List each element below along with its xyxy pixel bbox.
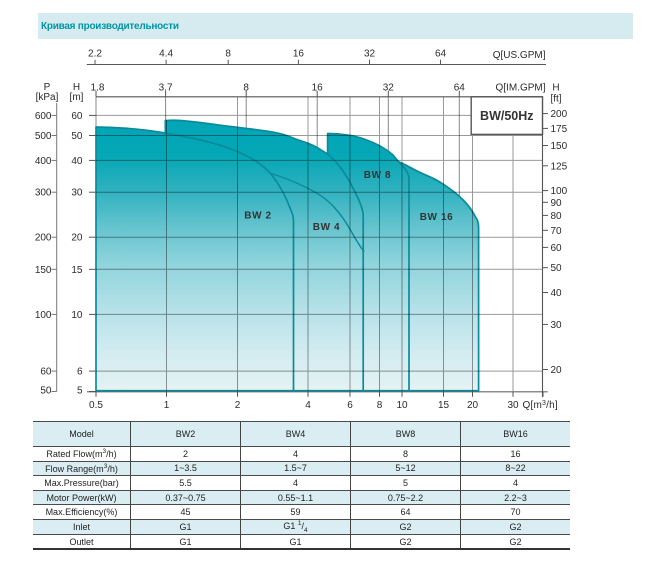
svg-text:200: 200 <box>551 109 568 120</box>
svg-text:15: 15 <box>71 265 83 276</box>
svg-text:1: 1 <box>164 400 170 411</box>
svg-text:70: 70 <box>551 226 563 237</box>
svg-text:6: 6 <box>347 400 353 411</box>
svg-text:[kPa]: [kPa] <box>36 92 59 103</box>
svg-text:30: 30 <box>551 320 563 331</box>
svg-text:40: 40 <box>551 288 563 299</box>
svg-text:60: 60 <box>71 111 83 122</box>
svg-text:50: 50 <box>40 386 52 397</box>
svg-text:BW 8: BW 8 <box>364 170 391 181</box>
svg-text:10: 10 <box>71 310 83 321</box>
svg-text:0.5: 0.5 <box>89 400 103 411</box>
svg-text:50: 50 <box>71 131 83 142</box>
svg-text:2: 2 <box>235 400 241 411</box>
svg-text:125: 125 <box>551 161 568 172</box>
svg-text:80: 80 <box>551 211 563 222</box>
svg-text:BW/50Hz: BW/50Hz <box>480 109 533 123</box>
svg-text:5: 5 <box>77 386 83 397</box>
svg-text:[ft]: [ft] <box>550 94 561 105</box>
svg-text:Q[US.GPM]: Q[US.GPM] <box>493 50 546 61</box>
svg-text:30: 30 <box>507 400 519 411</box>
svg-text:150: 150 <box>35 265 52 276</box>
svg-text:P: P <box>44 82 51 93</box>
svg-text:16: 16 <box>293 49 305 60</box>
svg-text:H: H <box>73 82 80 93</box>
svg-text:1.8: 1.8 <box>91 83 105 94</box>
svg-text:4.4: 4.4 <box>159 49 173 60</box>
svg-text:2.2: 2.2 <box>88 49 102 60</box>
svg-text:H: H <box>552 83 559 94</box>
svg-text:4: 4 <box>305 400 311 411</box>
svg-text:20: 20 <box>71 233 83 244</box>
svg-text:16: 16 <box>312 83 324 94</box>
svg-text:600: 600 <box>35 111 52 122</box>
svg-text:64: 64 <box>435 49 447 60</box>
svg-text:3.7: 3.7 <box>159 83 173 94</box>
svg-text:40: 40 <box>71 156 83 167</box>
svg-text:30: 30 <box>71 188 83 199</box>
svg-text:Q[m3/h]: Q[m3/h] <box>523 400 558 411</box>
svg-text:BW 16: BW 16 <box>420 212 454 223</box>
svg-text:64: 64 <box>454 83 466 94</box>
svg-text:500: 500 <box>35 131 52 142</box>
svg-text:6: 6 <box>77 367 83 378</box>
svg-text:400: 400 <box>35 156 52 167</box>
svg-text:200: 200 <box>35 233 52 244</box>
svg-text:8: 8 <box>243 83 249 94</box>
svg-text:300: 300 <box>35 188 52 199</box>
svg-text:32: 32 <box>383 83 395 94</box>
svg-text:60: 60 <box>40 367 52 378</box>
svg-text:8: 8 <box>225 49 231 60</box>
svg-text:[m]: [m] <box>70 92 84 103</box>
svg-text:BW 4: BW 4 <box>313 222 340 233</box>
svg-text:90: 90 <box>551 198 563 209</box>
svg-text:100: 100 <box>551 186 568 197</box>
svg-text:32: 32 <box>364 49 376 60</box>
svg-text:60: 60 <box>551 243 563 254</box>
svg-text:175: 175 <box>551 124 568 135</box>
svg-text:Q[IM.GPM]: Q[IM.GPM] <box>496 83 546 94</box>
svg-text:20: 20 <box>467 400 479 411</box>
svg-text:10: 10 <box>396 400 408 411</box>
svg-text:BW 2: BW 2 <box>244 211 271 222</box>
svg-text:15: 15 <box>438 400 450 411</box>
svg-text:150: 150 <box>551 141 568 152</box>
svg-text:20: 20 <box>551 365 563 376</box>
svg-text:100: 100 <box>35 310 52 321</box>
svg-text:50: 50 <box>551 263 563 274</box>
svg-text:8: 8 <box>377 400 383 411</box>
